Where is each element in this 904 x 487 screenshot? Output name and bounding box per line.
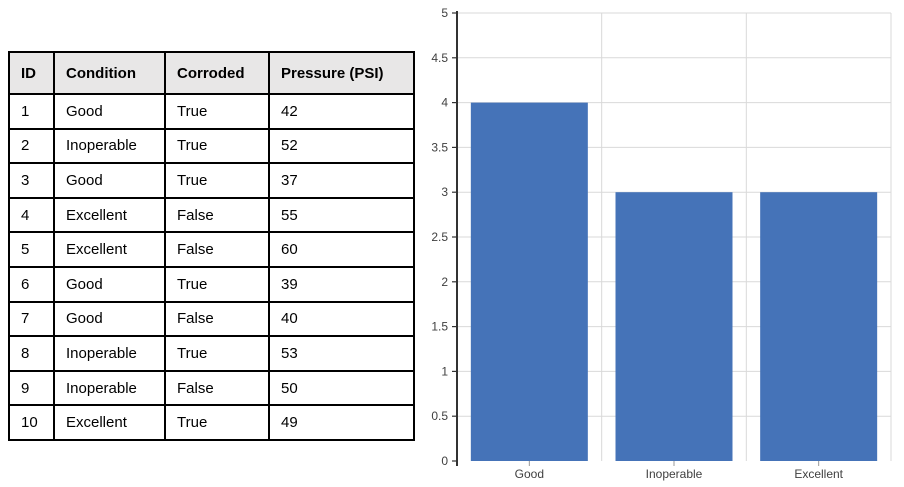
table-cell: 50 — [268, 369, 415, 407]
y-tick-label: 1.5 — [431, 320, 448, 334]
table-cell: 7 — [8, 300, 55, 338]
category-label: Excellent — [794, 467, 843, 481]
table-cell: 8 — [8, 335, 55, 372]
table-cell: False — [164, 196, 270, 234]
y-tick-label: 3.5 — [431, 140, 448, 154]
column-header-pressure: Pressure (PSI) — [268, 51, 415, 95]
table-cell: 2 — [8, 127, 55, 165]
table-row: 8 Inoperable True 53 — [8, 335, 415, 372]
bar — [615, 192, 733, 461]
table-cell: 40 — [268, 300, 415, 338]
table-cell: True — [164, 335, 270, 372]
table-cell: 5 — [8, 231, 55, 268]
table-row: 10 Excellent True 49 — [8, 404, 415, 441]
category-label: Inoperable — [646, 467, 703, 481]
table-cell: 53 — [268, 335, 415, 372]
y-tick-label: 4 — [441, 96, 448, 110]
table-cell: 10 — [8, 404, 55, 441]
table-cell: 55 — [268, 196, 415, 234]
table-cell: Excellent — [53, 231, 166, 268]
table-cell: 37 — [268, 162, 415, 199]
table-cell: Excellent — [53, 404, 166, 441]
table-row: 2 Inoperable True 52 — [8, 127, 415, 165]
y-tick-label: 2.5 — [431, 230, 448, 244]
table-cell: False — [164, 300, 270, 338]
inspection-table: ID Condition Corroded Pressure (PSI) 1 Go… — [8, 51, 415, 441]
table-header: ID Condition Corroded Pressure (PSI) — [8, 51, 415, 95]
y-tick-label: 3 — [441, 185, 448, 199]
y-tick-label: 0.5 — [431, 409, 448, 423]
table-cell: Inoperable — [53, 127, 166, 165]
table-cell: 39 — [268, 265, 415, 303]
category-label: Good — [515, 467, 544, 481]
table-row: 9 Inoperable False 50 — [8, 369, 415, 407]
table-cell: Inoperable — [53, 335, 166, 372]
table-cell: True — [164, 265, 270, 303]
table-header-row: ID Condition Corroded Pressure (PSI) — [8, 51, 415, 95]
table-cell: 49 — [268, 404, 415, 441]
table-cell: Good — [53, 93, 166, 130]
table-row: 6 Good True 39 — [8, 265, 415, 303]
column-header-id: ID — [8, 51, 55, 95]
table-cell: False — [164, 231, 270, 268]
table-row: 7 Good False 40 — [8, 300, 415, 338]
y-tick-label: 2 — [441, 275, 448, 289]
table-cell: 60 — [268, 231, 415, 268]
y-tick-label: 4.5 — [431, 51, 448, 65]
column-header-condition: Condition — [53, 51, 166, 95]
table-cell: 9 — [8, 369, 55, 407]
table-cell: True — [164, 404, 270, 441]
table-cell: True — [164, 127, 270, 165]
table-cell: 42 — [268, 93, 415, 130]
table-row: 3 Good True 37 — [8, 162, 415, 199]
table-cell: False — [164, 369, 270, 407]
table-row: 4 Excellent False 55 — [8, 196, 415, 234]
table-cell: Inoperable — [53, 369, 166, 407]
table-cell: Good — [53, 162, 166, 199]
y-tick-label: 5 — [441, 6, 448, 20]
table-cell: 52 — [268, 127, 415, 165]
table-cell: Good — [53, 300, 166, 338]
y-tick-label: 1 — [441, 364, 448, 378]
table-cell: 3 — [8, 162, 55, 199]
condition-bar-chart: 0 0.5 1 1.5 2 2.5 3 3.5 4 4.5 5 Good Inoperable Excel… — [420, 0, 904, 487]
table-row: 5 Excellent False 60 — [8, 231, 415, 268]
table-cell: 4 — [8, 196, 55, 234]
table-row: 1 Good True 42 — [8, 93, 415, 130]
y-tick-label: 0 — [441, 454, 448, 468]
table-cell: 6 — [8, 265, 55, 303]
table-body: 1 Good True 42 2 Inoperable True 52 3 Good True 37 4… — [8, 93, 415, 441]
bar — [760, 192, 878, 461]
table-cell: Good — [53, 265, 166, 303]
table-cell: True — [164, 162, 270, 199]
table-cell: Excellent — [53, 196, 166, 234]
column-header-corroded: Corroded — [164, 51, 270, 95]
table-cell: 1 — [8, 93, 55, 130]
table-cell: True — [164, 93, 270, 130]
bar-chart-svg: 0 0.5 1 1.5 2 2.5 3 3.5 4 4.5 5 Good Inoperable Excel… — [431, 6, 892, 481]
bar — [470, 102, 588, 461]
